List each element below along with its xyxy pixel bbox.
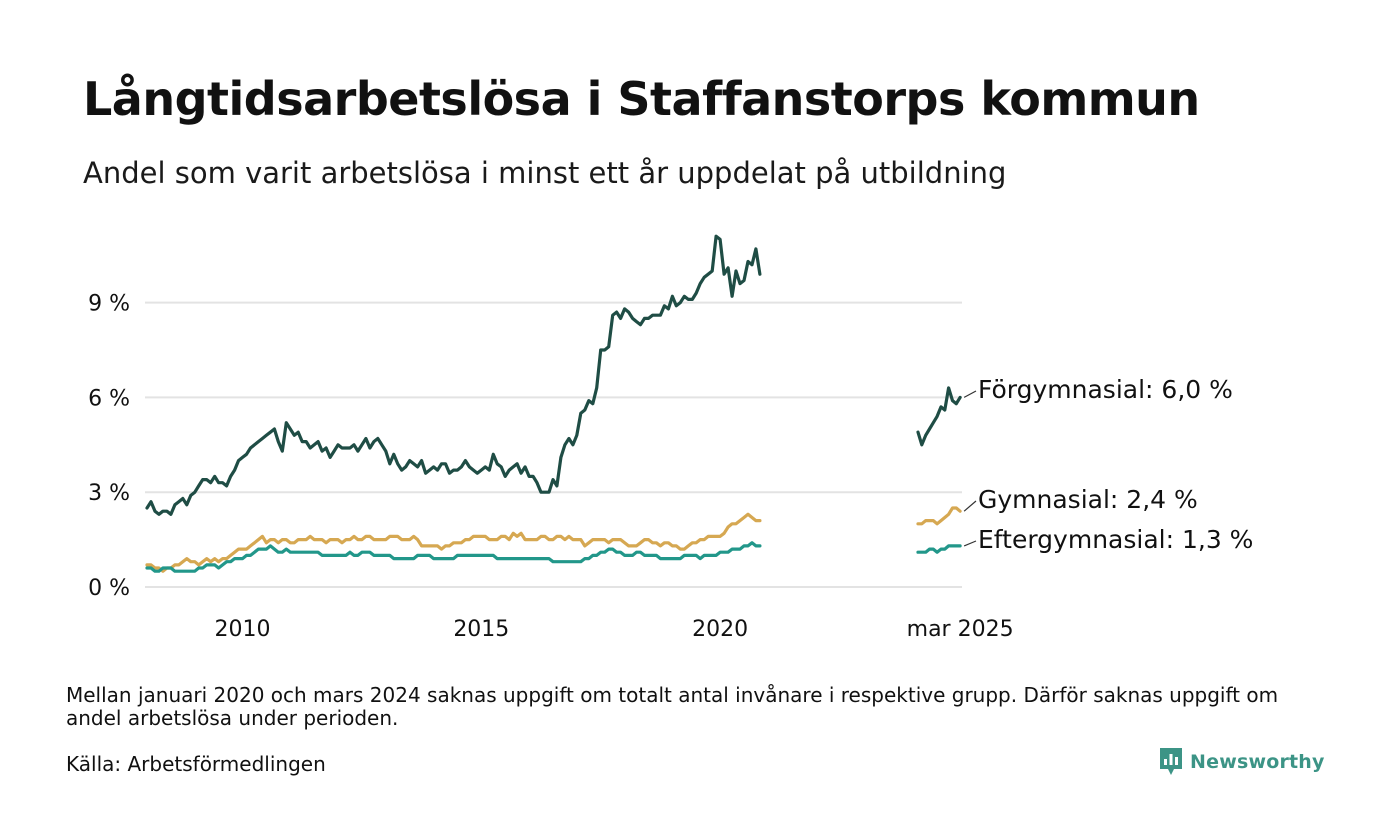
y-tick-label: 9 % [88,292,130,317]
end-label-eftergymnasial: Eftergymnasial: 1,3 % [978,525,1253,554]
x-tick-label: 2010 [215,617,271,642]
newsworthy-icon [1160,748,1182,775]
footnote: Mellan januari 2020 och mars 2024 saknas… [66,683,1279,730]
label-leader-gymnasial [963,500,977,512]
x-axis-ticks: 2010 2015 2020 mar 2025 [215,617,1014,642]
end-label-frgymnasial: Förgymnasial: 6,0 % [978,375,1233,404]
y-tick-label: 0 % [88,576,130,601]
x-tick-label: 2020 [692,617,748,642]
source-line: Källa: Arbetsförmedlingen [66,752,326,776]
end-labels: Förgymnasial: 6,0 % Gymnasial: 2,4 % Efter… [963,375,1253,554]
series-line-gymnasial-2008-2020 [145,512,762,573]
label-leader-frgymnasial [963,390,977,398]
chart-subtitle: Andel som varit arbetslösa i minst ett å… [83,156,1007,190]
series-line-gymnasial-2024-2025 [916,506,962,526]
y-tick-label: 6 % [88,386,130,411]
y-axis-ticks: 0 % 3 % 6 % 9 % [88,292,130,601]
y-tick-label: 3 % [88,481,130,506]
x-tick-label: mar 2025 [907,617,1014,642]
series-line-eftergymnasial-2008-2020 [145,541,762,573]
series-line-frgymnasial-2024-2025 [916,386,962,447]
gridlines [145,301,962,588]
end-label-gymnasial: Gymnasial: 2,4 % [978,485,1198,514]
series-line-frgymnasial-2008-2020 [145,234,762,516]
x-tick-label: 2015 [453,617,509,642]
label-leader-eftergymnasial [963,540,977,547]
series-lines [145,234,962,573]
newsworthy-logo: Newsworthy [1158,746,1325,778]
chart-title: Långtidsarbetslösa i Staffanstorps kommu… [83,72,1200,126]
series-line-eftergymnasial-2024-2025 [916,544,962,554]
brand-name: Newsworthy [1190,751,1325,773]
